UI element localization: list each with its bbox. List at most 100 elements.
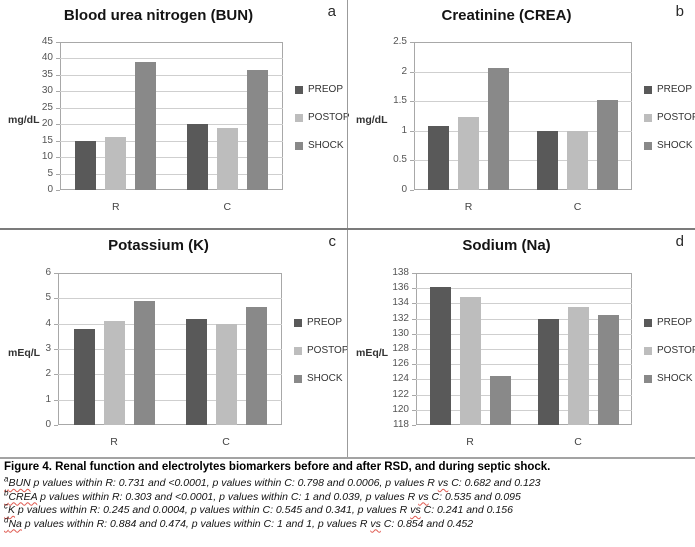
bar-postop-r	[103, 321, 125, 425]
y-tick-mark	[56, 124, 60, 126]
y-tick-label: 1.5	[393, 95, 407, 107]
gridline	[414, 130, 632, 132]
y-tick-label: 134	[392, 297, 409, 309]
legend-item-shock: SHOCK	[295, 140, 350, 151]
bar-shock-r	[488, 68, 509, 190]
y-tick-mark	[412, 394, 416, 396]
legend-item-postop: POSTOP	[644, 112, 695, 123]
footnote-b: bCREA p values within R: 0.303 and <0.00…	[4, 488, 521, 503]
gridline	[60, 91, 283, 93]
legend-label: PREOP	[657, 84, 693, 95]
y-tick-mark	[410, 160, 414, 162]
gridline	[58, 399, 282, 401]
y-tick-label: 5	[47, 167, 53, 179]
gridline	[414, 101, 632, 103]
y-tick-mark	[56, 190, 60, 191]
y-axis-unit-label: mEq/L	[356, 347, 389, 359]
y-tick-mark	[410, 42, 414, 43]
horizontal-divider-middle	[0, 228, 695, 230]
legend-swatch-shock	[295, 141, 303, 150]
legend-label: POSTOP	[307, 345, 349, 356]
vs-word: vs	[437, 477, 449, 489]
bar-preop-r	[73, 328, 95, 425]
y-tick-mark	[56, 74, 60, 76]
gridline	[58, 374, 282, 376]
y-tick-label: 2.5	[393, 36, 407, 47]
legend-label: POSTOP	[657, 345, 695, 356]
y-tick-mark	[412, 303, 416, 305]
legend-swatch-shock	[294, 374, 302, 383]
y-tick-label: 1	[401, 124, 407, 136]
legend-label: POSTOP	[308, 112, 350, 123]
bar-postop-r	[105, 137, 127, 190]
y-tick-label: 20	[41, 118, 53, 130]
legend-item-preop: PREOP	[295, 84, 350, 95]
legend-label: SHOCK	[307, 373, 343, 384]
gridline	[60, 74, 283, 76]
legend: PREOP POSTOP SHOCK	[295, 84, 350, 151]
footnote-c: cK p values within R: 0.245 and 0.0004, …	[4, 501, 513, 516]
y-tick-label: 40	[41, 52, 53, 64]
vs-word: vs	[370, 517, 381, 530]
footnote-term: aBUN	[4, 474, 31, 489]
y-tick-mark	[412, 273, 416, 274]
vs-word: vs	[418, 490, 429, 503]
gridline	[60, 107, 283, 109]
chart-panel-sodium: Sodium (Na) d mEq/L 118 120 122 124 126 128 13…	[348, 230, 695, 457]
legend-item-postop: POSTOP	[294, 345, 349, 356]
y-tick-mark	[56, 107, 60, 109]
gridline	[58, 349, 282, 350]
chart-panel-potassium: Potassium (K) c mEq/L 0 1 2 3 4 5 6 R C PREOP POST…	[0, 230, 349, 457]
x-category-label: C	[223, 201, 232, 213]
legend-swatch-preop	[294, 318, 302, 327]
legend-item-preop: PREOP	[644, 84, 695, 95]
y-tick-mark	[410, 71, 414, 73]
legend-item-postop: POSTOP	[295, 112, 350, 123]
chart-title: Sodium (Na)	[462, 237, 551, 254]
y-tick-label: 2	[401, 65, 407, 77]
y-axis-unit-label: mg/dL	[356, 114, 388, 126]
bar-postop-r	[459, 297, 481, 425]
bar-preop-r	[428, 126, 449, 190]
gridline	[60, 124, 283, 126]
y-tick-label: 0	[401, 184, 407, 195]
y-tick-label: 5	[45, 292, 51, 304]
panel-label: a	[327, 3, 336, 20]
y-tick-mark	[56, 173, 60, 175]
chart-title: Potassium (K)	[108, 237, 209, 254]
plot-area	[414, 42, 632, 190]
y-tick-mark	[412, 379, 416, 381]
y-tick-label: 128	[392, 343, 409, 354]
bar-shock-c	[597, 314, 619, 425]
y-tick-mark	[54, 425, 58, 426]
y-tick-mark	[412, 364, 416, 366]
gridline	[416, 318, 632, 320]
gridline	[416, 364, 632, 366]
bar-postop-c	[215, 323, 237, 425]
bar-preop-r	[75, 140, 97, 190]
y-tick-label: 118	[393, 419, 409, 430]
y-tick-label: 15	[41, 134, 53, 146]
y-tick-mark	[410, 101, 414, 103]
y-tick-mark	[54, 374, 58, 376]
legend-item-shock: SHOCK	[644, 373, 695, 384]
y-tick-mark	[54, 349, 58, 350]
y-tick-label: 132	[392, 312, 409, 324]
legend-item-preop: PREOP	[644, 317, 695, 328]
panel-label: d	[675, 233, 684, 250]
chart-panel-crea: Creatinine (CREA) b mg/dL 0 0.5 1 1.5 2 2.5 R C…	[348, 0, 695, 228]
legend-swatch-postop	[294, 346, 302, 355]
bar-shock-c	[246, 70, 268, 190]
y-tick-mark	[56, 91, 60, 93]
legend-label: SHOCK	[657, 140, 693, 151]
gridline	[416, 303, 632, 305]
x-category-label: C	[574, 436, 582, 448]
y-tick-mark	[54, 298, 58, 300]
y-tick-label: 2	[45, 368, 51, 380]
bar-postop-c	[216, 127, 238, 190]
bar-preop-c	[185, 318, 207, 425]
bar-shock-c	[245, 307, 267, 425]
legend-item-shock: SHOCK	[294, 373, 349, 384]
y-tick-label: 0	[47, 184, 53, 195]
gridline	[60, 58, 283, 60]
